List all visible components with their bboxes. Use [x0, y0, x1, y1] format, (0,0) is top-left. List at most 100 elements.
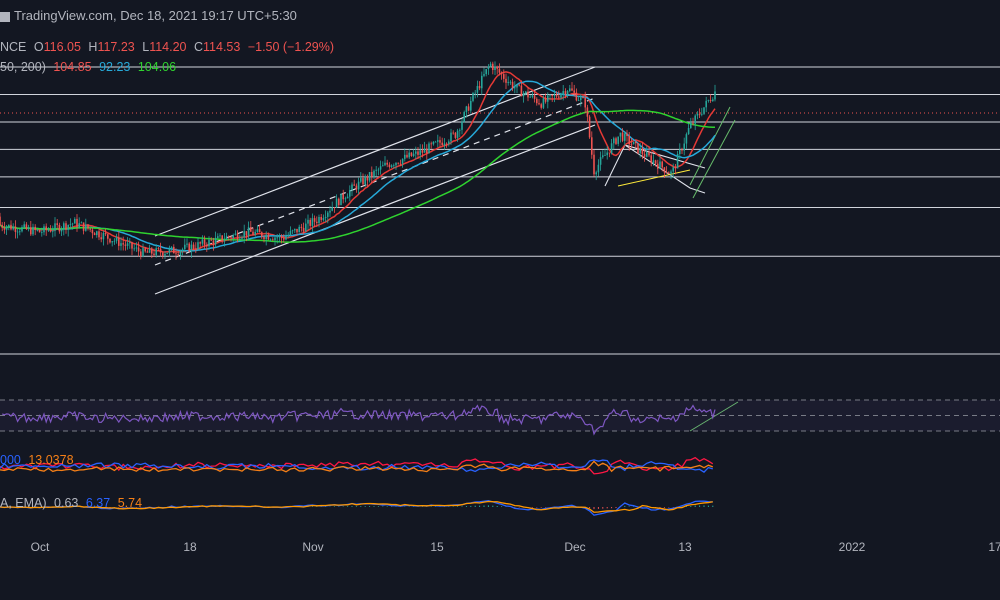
candle-body: [630, 144, 633, 146]
candle-body: [111, 241, 113, 243]
candle-body: [342, 193, 344, 200]
candle-body: [179, 251, 182, 255]
candle-body: [505, 78, 507, 83]
candle-body: [340, 193, 342, 206]
moving-averages: [0, 71, 716, 253]
candle-body: [654, 160, 657, 164]
candle-body: [208, 239, 210, 247]
candle-body: [619, 132, 622, 137]
candle-body: [115, 237, 118, 241]
candle-body: [672, 167, 674, 172]
candle-body: [714, 91, 716, 100]
candle-body: [665, 172, 668, 174]
candle-body: [197, 242, 199, 249]
candle-body: [355, 185, 358, 190]
low-label: L: [142, 40, 150, 54]
candle-body: [349, 190, 351, 197]
candle-body: [102, 233, 105, 240]
candle-body: [624, 133, 626, 141]
candle-body: [36, 229, 39, 231]
candle-body: [135, 247, 138, 249]
candle-body: [16, 231, 19, 233]
candle-body: [0, 216, 1, 226]
candle-body: [71, 223, 74, 225]
candle-body: [329, 210, 331, 213]
candle-body: [448, 141, 450, 144]
horizontal-levels: [0, 66, 1000, 355]
candle-body: [186, 243, 188, 245]
channel-upper-line: [154, 66, 596, 237]
candle-body: [60, 228, 63, 232]
candle-body: [168, 248, 171, 253]
candle-body: [258, 229, 261, 233]
ma50-value: 104.85: [53, 60, 92, 74]
candle-body: [192, 244, 195, 249]
candle-body: [571, 88, 573, 91]
candle-body: [456, 130, 459, 138]
candle-body: [683, 143, 685, 151]
candle-body: [129, 242, 131, 244]
candle-body: [712, 99, 714, 101]
candle-body: [692, 123, 694, 124]
candle-body: [3, 227, 6, 230]
candle-body: [577, 100, 580, 101]
candle-body: [12, 226, 14, 230]
candle-body: [516, 84, 518, 88]
candle-body: [401, 158, 404, 164]
x-tick-label: Nov: [302, 540, 323, 554]
candle-body: [302, 227, 305, 232]
candle-body: [602, 155, 604, 158]
candle-body: [670, 171, 672, 174]
candle-body: [560, 93, 562, 98]
macd-pane: [0, 500, 714, 516]
candle-body: [503, 74, 505, 79]
candle-body: [131, 242, 133, 249]
close-label: C: [194, 40, 204, 54]
candle-body: [49, 230, 52, 232]
candle-body: [5, 226, 8, 230]
candle-body: [397, 162, 399, 164]
candle-body: [305, 223, 307, 232]
candle-body: [144, 248, 146, 252]
candle-body: [470, 100, 472, 111]
candle-body: [698, 113, 701, 115]
candle-body: [379, 166, 382, 170]
macd-params-label: A, EMA): [0, 496, 47, 510]
candle-body: [320, 216, 322, 220]
candle-body: [668, 172, 670, 174]
candle-body: [256, 229, 259, 232]
candle-body: [269, 239, 272, 241]
candle-body: [360, 178, 362, 182]
candle-body: [591, 137, 593, 155]
candle-body: [324, 216, 327, 219]
candle-body: [366, 176, 369, 181]
candle-body: [522, 93, 525, 97]
candle-body: [489, 63, 492, 67]
candle-body: [459, 129, 461, 131]
candle-body: [635, 142, 637, 143]
candle-body: [657, 163, 659, 169]
candle-body: [225, 236, 228, 240]
candle-body: [553, 94, 556, 96]
candle-body: [588, 116, 591, 138]
candle-body: [252, 231, 254, 235]
candle-body: [626, 133, 628, 136]
candle-body: [289, 230, 292, 235]
candle-body: [243, 231, 245, 238]
rsi-pane: [0, 399, 1000, 436]
candle-body: [234, 233, 237, 236]
high-value: 117.23: [97, 40, 135, 54]
candle-body: [54, 223, 56, 231]
x-tick-label: 15: [430, 540, 444, 554]
candle-body: [701, 113, 703, 115]
candle-body: [388, 164, 391, 168]
ma-red-line: [0, 71, 716, 253]
ma-legend: 50, 200) 104.85 92.23 104.06: [0, 60, 180, 74]
candle-body: [69, 224, 72, 226]
candle-body: [85, 224, 87, 231]
candle-body: [544, 98, 547, 102]
candle-body: [529, 96, 531, 98]
candle-body: [228, 236, 230, 238]
candle-body: [478, 86, 481, 89]
